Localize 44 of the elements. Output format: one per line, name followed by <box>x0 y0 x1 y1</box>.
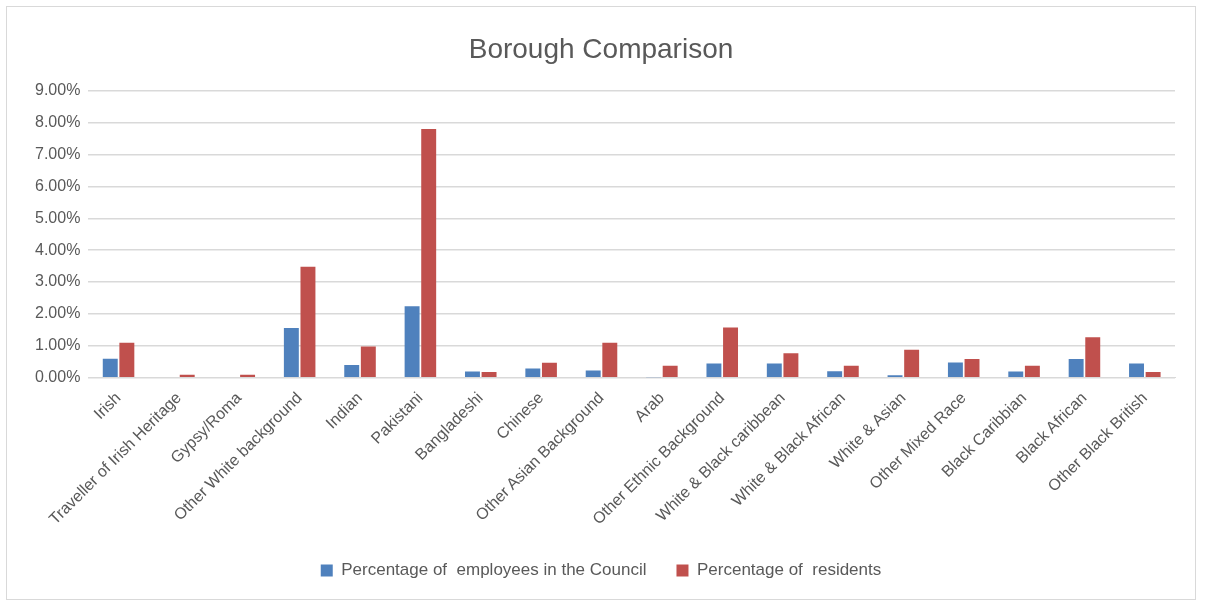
bar <box>344 365 360 378</box>
bar <box>964 359 980 378</box>
bar <box>464 371 480 378</box>
y-tick-label: 6.00% <box>34 176 81 194</box>
bar <box>827 371 843 378</box>
legend-label: Percentage of employees in the Council <box>341 560 647 580</box>
bar <box>1129 363 1144 378</box>
bar <box>1145 372 1161 378</box>
bar <box>706 363 722 378</box>
legend-label: Percentage of residents <box>696 560 882 580</box>
y-tick-label: 4.00% <box>34 240 81 258</box>
bar <box>119 342 135 378</box>
bar <box>102 358 118 378</box>
bar <box>1085 337 1101 378</box>
bar <box>783 353 799 378</box>
chart-title: Borough Comparison <box>468 32 734 64</box>
bar <box>525 368 541 378</box>
bar <box>541 362 557 378</box>
bar <box>283 328 299 378</box>
bar <box>1024 365 1040 378</box>
y-tick-label: 5.00% <box>34 208 81 226</box>
bar <box>662 365 678 378</box>
y-tick-label: 8.00% <box>34 112 81 130</box>
y-tick-label: 7.00% <box>34 144 81 162</box>
bar <box>404 306 420 378</box>
bar <box>585 370 601 378</box>
bar <box>947 362 963 378</box>
bar <box>481 372 497 378</box>
bar <box>843 365 859 378</box>
bar <box>723 327 739 378</box>
y-tick-label: 3.00% <box>34 272 81 290</box>
bar <box>904 349 920 378</box>
y-tick-label: 0.00% <box>34 368 81 386</box>
y-tick-label: 1.00% <box>34 336 81 354</box>
bar <box>602 342 618 378</box>
bar <box>1008 371 1024 378</box>
x-tick-label: Irish <box>90 388 124 423</box>
bar <box>1068 359 1084 378</box>
bar <box>300 266 316 378</box>
bar <box>360 346 376 378</box>
y-tick-label: 9.00% <box>34 81 81 99</box>
bar <box>421 128 437 378</box>
y-tick-label: 2.00% <box>34 304 81 322</box>
bar <box>766 363 782 378</box>
